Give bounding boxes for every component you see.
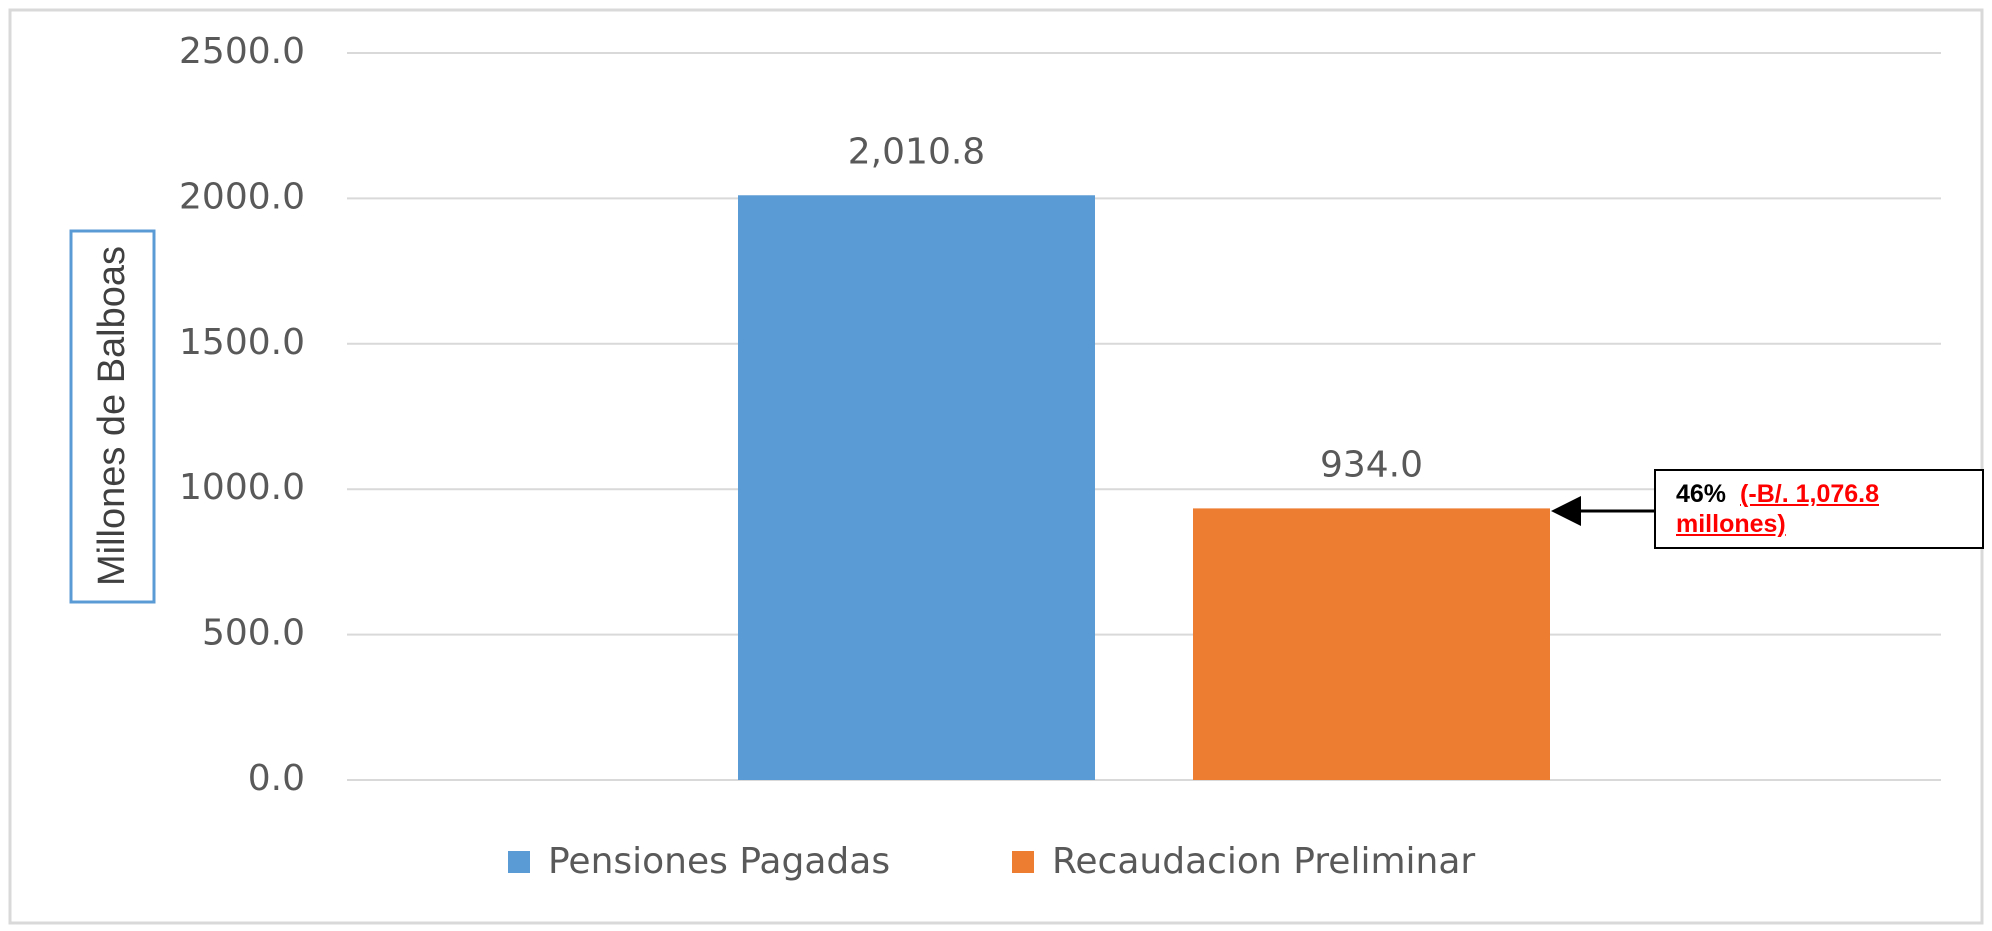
y-tick-label: 2500.0 <box>179 31 305 72</box>
y-tick-label: 1000.0 <box>179 467 305 508</box>
legend-label: Pensiones Pagadas <box>548 841 890 882</box>
y-tick-label: 0.0 <box>248 758 305 799</box>
y-tick-label: 500.0 <box>202 613 305 654</box>
annotation-percent: 46% <box>1676 480 1727 508</box>
legend-label: Recaudacion Preliminar <box>1052 841 1475 882</box>
legend-swatch <box>1012 851 1034 873</box>
bar <box>738 195 1095 781</box>
annotation-text: (-B/. 1,076.8 millones) <box>1676 480 1879 538</box>
y-tick-label: 1500.0 <box>179 322 305 363</box>
annotation: 46% (-B/. 1,076.8 millones) <box>1654 469 1984 549</box>
y-axis-label: Millones de Balboas <box>91 246 133 586</box>
value-label: 934.0 <box>1320 444 1423 485</box>
value-label: 2,010.8 <box>848 131 985 172</box>
y-label-box <box>69 229 156 604</box>
legend-swatch <box>508 851 530 873</box>
bar <box>1193 508 1550 780</box>
y-tick-label: 2000.0 <box>179 176 305 217</box>
